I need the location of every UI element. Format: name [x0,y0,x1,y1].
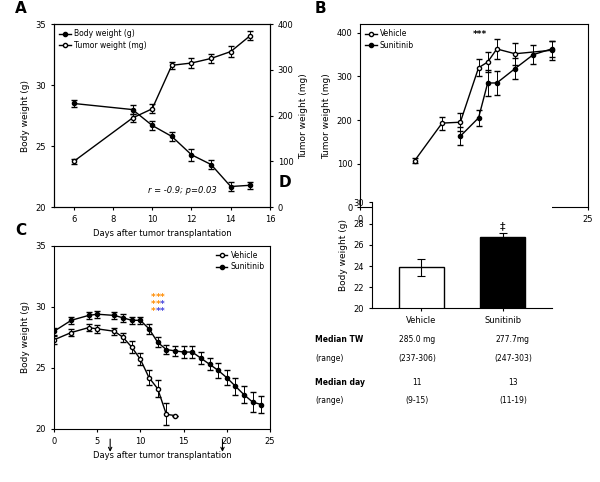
Bar [481,238,526,482]
Text: (range): (range) [315,354,343,363]
Y-axis label: Body weight (g): Body weight (g) [339,219,348,292]
Text: 285.0 mg: 285.0 mg [399,335,435,344]
Bar [398,267,443,482]
Text: (247-303): (247-303) [494,354,532,363]
Text: *: * [155,293,160,302]
Text: 277.7mg: 277.7mg [496,335,530,344]
Y-axis label: Tumor weight (mg): Tumor weight (mg) [322,73,331,159]
Y-axis label: Body weight (g): Body weight (g) [21,80,30,152]
X-axis label: Days after tumor transplantation: Days after tumor transplantation [404,229,544,239]
Text: (9-15): (9-15) [406,396,428,405]
Y-axis label: Tumor weight (mg): Tumor weight (mg) [299,73,308,159]
Text: ***: *** [473,30,488,40]
Text: r = -0.9; p=0.03: r = -0.9; p=0.03 [148,186,217,195]
Legend: Vehicle, Sunitinib: Vehicle, Sunitinib [214,250,266,273]
Text: *: * [155,307,160,316]
Text: *: * [160,300,164,309]
Legend: Body weight (g), Tumor weight (mg): Body weight (g), Tumor weight (mg) [58,28,148,51]
Text: *: * [151,300,156,309]
Text: *: * [151,307,156,316]
Text: *: * [160,307,164,316]
Text: Median day: Median day [315,378,365,388]
Text: 13: 13 [508,378,518,388]
Text: (range): (range) [315,396,343,405]
Text: (237-306): (237-306) [398,354,436,363]
Y-axis label: Body weight (g): Body weight (g) [21,301,30,374]
Text: *: * [160,293,164,302]
X-axis label: Days after tumor transplantation: Days after tumor transplantation [92,451,232,460]
X-axis label: Days after tumor transplantation: Days after tumor transplantation [92,229,232,239]
Legend: Vehicle, Sunitinib: Vehicle, Sunitinib [364,28,416,51]
Text: C: C [15,223,26,238]
Text: B: B [314,1,326,16]
Text: *: * [151,293,156,302]
Text: D: D [278,174,291,189]
Text: *: * [155,300,160,309]
Text: 11: 11 [412,378,422,388]
Text: A: A [15,1,27,16]
Text: ‡: ‡ [500,221,506,231]
Text: Median TW: Median TW [315,335,363,344]
Text: (11-19): (11-19) [499,396,527,405]
